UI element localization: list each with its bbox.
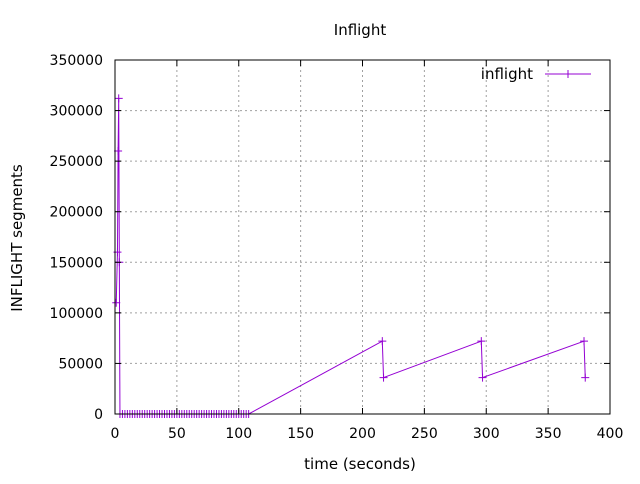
data-point-marker <box>581 373 590 382</box>
legend: inflight <box>481 65 591 83</box>
y-axis-label: INFLIGHT segments <box>8 164 26 312</box>
data-point-marker <box>379 373 388 382</box>
y-tick-label: 150000 <box>50 255 103 271</box>
data-point-marker <box>114 94 123 103</box>
ticks-layer: 0 50 100 150 200 250 300 350 400 0 50000 100000 1500… <box>50 53 624 442</box>
x-tick-label: 250 <box>411 426 438 442</box>
series-line-inflight <box>115 98 586 415</box>
x-tick-label: 350 <box>535 426 562 442</box>
y-tick-label: 50000 <box>58 356 103 372</box>
chart-title: Inflight <box>334 21 387 39</box>
x-tick-label: 300 <box>473 426 500 442</box>
legend-label: inflight <box>481 65 533 83</box>
data-point-marker <box>478 373 487 382</box>
data-point-marker <box>112 298 121 307</box>
y-tick-label: 350000 <box>50 53 103 69</box>
series-layer <box>112 94 590 418</box>
y-tick-label: 300000 <box>50 104 103 120</box>
x-axis-label: time (seconds) <box>304 455 416 473</box>
x-tick-label: 50 <box>168 426 186 442</box>
y-tick-label: 200000 <box>50 205 103 221</box>
x-tick-label: 100 <box>225 426 252 442</box>
x-tick-label: 0 <box>111 426 120 442</box>
x-tick-label: 150 <box>287 426 314 442</box>
y-tick-label: 250000 <box>50 154 103 170</box>
data-point-marker <box>378 337 387 346</box>
data-point-marker <box>580 337 589 346</box>
grid <box>115 60 610 414</box>
y-tick-label: 0 <box>94 407 103 423</box>
x-tick-label: 200 <box>349 426 376 442</box>
data-point-marker <box>477 337 486 346</box>
x-tick-label: 400 <box>597 426 624 442</box>
y-tick-label: 100000 <box>50 306 103 322</box>
legend-marker <box>564 70 572 78</box>
